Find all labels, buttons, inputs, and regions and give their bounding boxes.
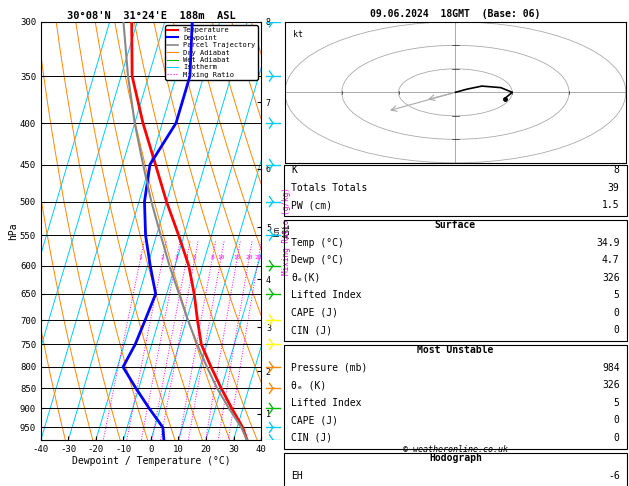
Text: Temp (°C): Temp (°C) xyxy=(291,238,344,248)
Title: 30°08'N  31°24'E  188m  ASL: 30°08'N 31°24'E 188m ASL xyxy=(67,11,235,21)
Text: 1.5: 1.5 xyxy=(602,200,620,210)
Text: 5: 5 xyxy=(614,398,620,408)
Text: θₑ (K): θₑ (K) xyxy=(291,381,326,390)
Text: 34.9: 34.9 xyxy=(596,238,620,248)
Text: 326: 326 xyxy=(602,381,620,390)
Text: 984: 984 xyxy=(602,363,620,373)
Text: 1: 1 xyxy=(138,255,142,260)
X-axis label: Dewpoint / Temperature (°C): Dewpoint / Temperature (°C) xyxy=(72,456,230,467)
Text: K: K xyxy=(291,165,297,175)
Text: 326: 326 xyxy=(602,273,620,283)
Text: Lifted Index: Lifted Index xyxy=(291,398,362,408)
Text: EH: EH xyxy=(291,470,303,481)
Text: Totals Totals: Totals Totals xyxy=(291,183,367,193)
Text: CAPE (J): CAPE (J) xyxy=(291,308,338,318)
Text: 4: 4 xyxy=(184,255,188,260)
Text: 0: 0 xyxy=(614,308,620,318)
Text: CAPE (J): CAPE (J) xyxy=(291,416,338,425)
Legend: Temperature, Dewpoint, Parcel Trajectory, Dry Adiabat, Wet Adiabat, Isotherm, Mi: Temperature, Dewpoint, Parcel Trajectory… xyxy=(165,25,257,80)
Text: 5: 5 xyxy=(192,255,196,260)
Text: 4.7: 4.7 xyxy=(602,255,620,265)
Text: Surface: Surface xyxy=(435,220,476,230)
Text: PW (cm): PW (cm) xyxy=(291,200,332,210)
Text: 25: 25 xyxy=(255,255,262,260)
Text: Lifted Index: Lifted Index xyxy=(291,290,362,300)
Y-axis label: km
ASL: km ASL xyxy=(272,224,292,238)
Text: Pressure (mb): Pressure (mb) xyxy=(291,363,367,373)
Text: 0: 0 xyxy=(614,416,620,425)
Text: 09.06.2024  18GMT  (Base: 06): 09.06.2024 18GMT (Base: 06) xyxy=(370,9,540,19)
Text: θₑ(K): θₑ(K) xyxy=(291,273,321,283)
Text: Dewp (°C): Dewp (°C) xyxy=(291,255,344,265)
Text: 5: 5 xyxy=(614,290,620,300)
Y-axis label: hPa: hPa xyxy=(9,222,18,240)
Text: 0: 0 xyxy=(614,433,620,443)
Text: © weatheronline.co.uk: © weatheronline.co.uk xyxy=(403,445,508,454)
Text: Most Unstable: Most Unstable xyxy=(417,346,494,355)
Text: 2: 2 xyxy=(160,255,164,260)
Text: -6: -6 xyxy=(608,470,620,481)
Text: kt: kt xyxy=(292,30,303,39)
Y-axis label: Mixing Ratio (g/kg): Mixing Ratio (g/kg) xyxy=(282,187,291,275)
Text: 8: 8 xyxy=(210,255,214,260)
Text: 0: 0 xyxy=(614,325,620,335)
Text: 39: 39 xyxy=(608,183,620,193)
Text: 8: 8 xyxy=(614,165,620,175)
Text: 15: 15 xyxy=(233,255,241,260)
Text: CIN (J): CIN (J) xyxy=(291,325,332,335)
Text: 10: 10 xyxy=(217,255,225,260)
Text: 20: 20 xyxy=(245,255,253,260)
Text: Hodograph: Hodograph xyxy=(429,453,482,463)
Text: 3: 3 xyxy=(174,255,178,260)
Text: CIN (J): CIN (J) xyxy=(291,433,332,443)
